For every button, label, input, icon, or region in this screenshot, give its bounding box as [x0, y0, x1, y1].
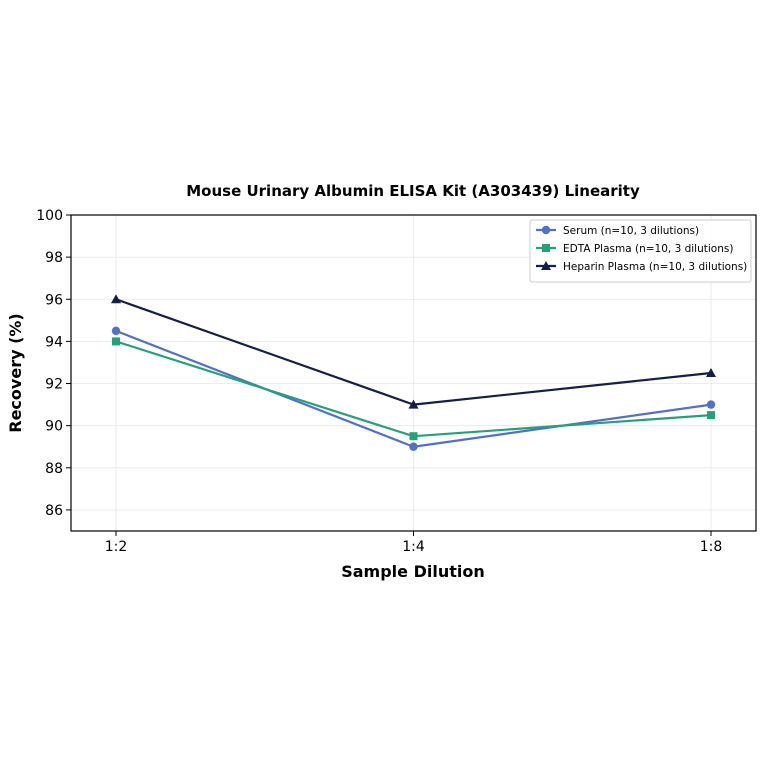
legend-entry: Heparin Plasma (n=10, 3 dilutions)	[536, 261, 747, 273]
y-tick-label: 92	[45, 377, 63, 393]
y-tick-label: 86	[45, 503, 63, 519]
series-0	[111, 326, 716, 451]
x-tick-label: 1:4	[402, 539, 425, 555]
legend-label: Heparin Plasma (n=10, 3 dilutions)	[563, 261, 747, 273]
ticks: 86 88 90 92 94 96 98 100 1:2 1:4 1:8	[36, 208, 722, 555]
legend-marker	[542, 244, 550, 252]
series-layer	[111, 294, 716, 451]
legend-entry: Serum (n=10, 3 dilutions)	[536, 225, 699, 237]
x-tick-label: 1:2	[105, 539, 128, 555]
series-1	[112, 337, 715, 441]
data-point	[111, 294, 121, 304]
y-tick-label: 88	[45, 461, 63, 477]
x-axis-label: Sample Dilution	[341, 562, 485, 581]
y-tick-label: 98	[45, 250, 63, 266]
series-2	[111, 294, 716, 409]
data-point	[112, 337, 120, 346]
legend-marker	[541, 261, 551, 270]
data-point	[706, 368, 716, 377]
y-tick-label: 90	[45, 419, 63, 435]
y-tick-label: 100	[36, 208, 63, 224]
legend-label: EDTA Plasma (n=10, 3 dilutions)	[563, 243, 733, 255]
chart-title: Mouse Urinary Albumin ELISA Kit (A303439…	[186, 182, 640, 200]
legend: Serum (n=10, 3 dilutions) EDTA Plasma (n=…	[529, 219, 752, 283]
y-axis-label: Recovery (%)	[6, 313, 25, 432]
data-point	[409, 432, 418, 441]
data-point	[409, 442, 418, 451]
y-tick-label: 94	[45, 334, 63, 350]
data-point	[706, 400, 716, 409]
legend-entry: EDTA Plasma (n=10, 3 dilutions)	[536, 243, 733, 255]
legend-box	[529, 219, 752, 283]
data-point	[408, 399, 419, 409]
data-point	[707, 411, 715, 420]
legend-marker	[541, 225, 551, 235]
x-tick-label: 1:8	[700, 539, 723, 555]
legend-label: Serum (n=10, 3 dilutions)	[563, 225, 699, 237]
y-tick-label: 96	[45, 292, 63, 308]
data-point	[111, 326, 121, 336]
